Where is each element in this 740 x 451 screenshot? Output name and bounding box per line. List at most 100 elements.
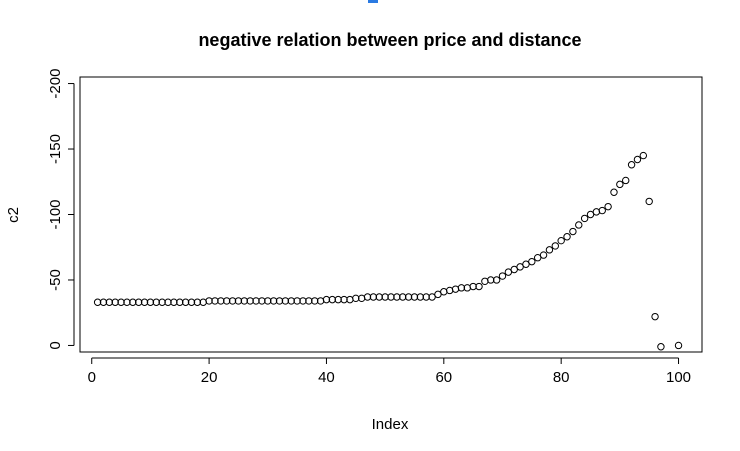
x-tick-label: 0 <box>88 369 96 386</box>
data-point <box>240 297 249 305</box>
data-point <box>399 293 407 301</box>
data-point <box>217 297 225 305</box>
data-point <box>164 298 172 306</box>
data-point <box>275 297 284 305</box>
data-point <box>622 176 630 185</box>
data-point <box>222 297 231 305</box>
data-point <box>422 293 430 301</box>
data-point <box>451 285 460 293</box>
data-point <box>545 246 554 254</box>
data-points <box>93 151 683 351</box>
data-point <box>234 297 243 305</box>
data-point <box>93 298 102 306</box>
data-point <box>287 297 295 305</box>
data-point <box>604 202 612 211</box>
data-point <box>428 293 436 301</box>
data-point <box>580 214 589 223</box>
data-point <box>170 298 178 306</box>
data-point <box>193 298 202 306</box>
data-point <box>293 297 301 305</box>
data-point <box>639 151 648 160</box>
x-axis-label: Index <box>372 416 409 433</box>
data-point <box>533 254 542 262</box>
data-point <box>563 233 571 241</box>
plot-frame <box>79 76 703 353</box>
data-point <box>281 297 290 305</box>
data-point <box>645 197 653 206</box>
data-point <box>187 298 196 306</box>
data-point <box>252 297 260 305</box>
data-point <box>334 295 342 304</box>
data-point <box>158 298 166 306</box>
data-point <box>381 293 389 301</box>
data-point <box>475 282 483 291</box>
data-point <box>129 298 137 306</box>
data-point <box>140 298 149 306</box>
x-tick-label: 60 <box>435 369 452 386</box>
data-point <box>487 276 495 284</box>
data-point <box>510 265 518 274</box>
data-point <box>393 293 401 301</box>
y-axis-label: c2 <box>5 207 22 223</box>
y-tick-label: -50 <box>47 269 64 291</box>
data-point <box>674 341 683 350</box>
data-point <box>228 297 237 305</box>
data-point <box>416 293 425 301</box>
data-point <box>539 251 548 259</box>
data-point <box>340 295 348 304</box>
data-point <box>557 236 565 245</box>
data-point <box>375 293 383 301</box>
data-point <box>410 293 419 301</box>
data-point <box>445 286 454 295</box>
data-point <box>504 268 513 276</box>
y-tick-label: 0 <box>47 341 64 349</box>
data-point <box>134 298 143 306</box>
data-point <box>205 297 213 305</box>
x-tick-label: 100 <box>666 369 691 386</box>
data-point <box>551 242 560 250</box>
data-point <box>299 297 307 305</box>
data-point <box>117 298 125 306</box>
data-point <box>481 277 489 285</box>
data-point <box>440 288 448 296</box>
x-tick-label: 80 <box>553 369 570 386</box>
data-point <box>363 293 372 301</box>
x-axis: 0 20 40 60 80 100 <box>88 357 691 386</box>
x-tick-label: 20 <box>201 369 218 386</box>
data-point <box>610 188 618 196</box>
data-point <box>657 343 665 351</box>
data-point <box>176 298 184 306</box>
data-point <box>404 293 413 301</box>
data-point <box>181 298 190 306</box>
data-point <box>598 206 606 215</box>
data-point <box>627 161 636 169</box>
y-axis: 0 -50 -100 -150 -200 <box>47 69 75 350</box>
data-point <box>651 312 659 321</box>
data-point <box>586 210 595 219</box>
data-point <box>264 297 272 305</box>
data-point <box>633 155 642 164</box>
data-point <box>528 257 536 266</box>
data-point <box>469 282 477 291</box>
data-point <box>492 276 501 284</box>
y-tick-label: -150 <box>47 134 64 164</box>
data-point <box>99 298 108 306</box>
data-point <box>369 293 378 301</box>
data-point <box>305 297 313 305</box>
data-point <box>152 298 160 306</box>
data-point <box>516 263 524 271</box>
data-point <box>258 297 266 305</box>
data-point <box>269 297 278 305</box>
data-point <box>123 298 131 306</box>
data-point <box>111 298 119 306</box>
data-point <box>522 260 530 268</box>
data-point <box>387 293 395 301</box>
data-point <box>246 297 254 305</box>
data-point <box>569 227 577 236</box>
chart-title: negative relation between price and dist… <box>198 30 581 50</box>
data-point <box>616 180 624 189</box>
data-point <box>211 297 219 305</box>
data-point <box>328 295 337 304</box>
y-tick-label: -200 <box>47 69 64 99</box>
